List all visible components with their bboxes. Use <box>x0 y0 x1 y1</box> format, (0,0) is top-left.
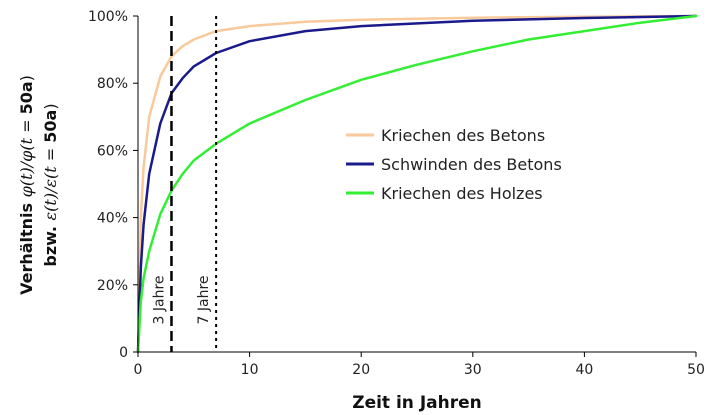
legend-label-3: Kriechen des Holzes <box>381 184 543 203</box>
reference-lines: 3 Jahre 7 Jahre <box>151 16 218 352</box>
y-axis-label-line2-prefix: bzw. <box>41 220 60 266</box>
y-axis-label-line2-math: ε(t)/ε(t = <box>41 143 60 221</box>
axes <box>137 16 696 353</box>
x-tick-label: 40 <box>575 362 593 378</box>
x-tick-label: 50 <box>687 362 705 378</box>
series-line-3 <box>136 14 698 354</box>
y-tick-label: 80% <box>97 76 128 92</box>
series-line-2 <box>136 14 698 354</box>
y-tick-label: 60% <box>97 143 128 159</box>
x-tick-label: 20 <box>352 362 370 378</box>
vline-label-1: 3 Jahre <box>151 276 167 325</box>
legend: Kriechen des Betons Schwinden des Betons K… <box>346 126 562 203</box>
y-axis-label-line2-suffix: ) <box>41 103 60 109</box>
vline-label-2: 7 Jahre <box>196 276 212 325</box>
y-axis-label-line1-suffix: ) <box>17 75 36 81</box>
y-axis-label-line1-bold: 50a <box>17 81 36 114</box>
y-axis-label-line2-bold: 50a <box>41 110 60 143</box>
y-axis-label-line1: Verhältnis φ(t)/φ(t = 50a) <box>17 75 36 295</box>
x-tick-label: 10 <box>241 362 259 378</box>
x-tick-label: 30 <box>464 362 482 378</box>
legend-label-2: Schwinden des Betons <box>381 155 562 174</box>
y-axis-label-line1-prefix: Verhältnis <box>17 197 36 295</box>
y-tick-label: 20% <box>97 278 128 294</box>
y-tick-label: 0 <box>119 345 128 361</box>
y-tick-label: 100% <box>88 9 128 25</box>
y-tick-label: 40% <box>97 211 128 227</box>
legend-label-1: Kriechen des Betons <box>381 126 545 145</box>
axis-ticks: 0 10 20 30 40 50 0 20% 40% 60% 80% 100% <box>88 9 705 378</box>
series-line-1 <box>136 14 698 354</box>
x-tick-label: 0 <box>134 362 143 378</box>
y-axis-label-line1-math: φ(t)/φ(t = <box>17 114 36 197</box>
x-axis-label: Zeit in Jahren <box>352 393 482 413</box>
series-lines <box>136 14 698 354</box>
y-axis-label-line2: bzw. ε(t)/ε(t = 50a) <box>41 103 60 266</box>
